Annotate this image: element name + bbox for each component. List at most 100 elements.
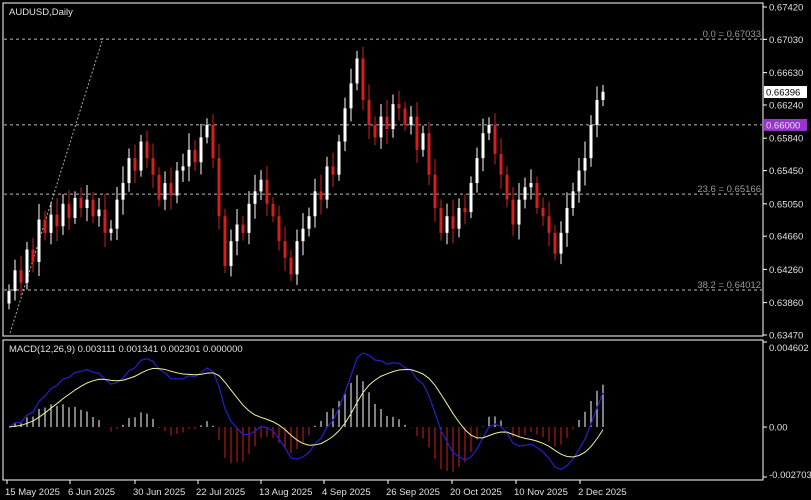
candle-body	[37, 219, 41, 262]
candle-body	[61, 203, 65, 227]
candle-body	[451, 216, 455, 229]
candle-body	[247, 203, 251, 233]
candle-body	[115, 199, 119, 229]
candle-body	[547, 216, 551, 233]
macd-tick-label: 0.00	[769, 423, 788, 434]
main-panel-frame	[2, 2, 764, 337]
candle-body	[535, 183, 539, 208]
candle-body	[91, 199, 95, 217]
candle-body	[319, 191, 323, 200]
level-price-badge	[764, 118, 807, 131]
candle-body	[301, 228, 305, 242]
price-tick-label: 0.66240	[769, 100, 803, 111]
candle-body	[337, 141, 341, 175]
candle-body	[511, 199, 515, 225]
candle-body	[307, 216, 311, 229]
candle-body	[571, 191, 575, 208]
candle-body	[151, 158, 155, 175]
candle-body	[103, 209, 107, 233]
candle-body	[283, 241, 287, 258]
candle-body	[493, 124, 497, 154]
fib-level-label: 23.6 = 0.65166	[697, 184, 761, 195]
candle-body	[559, 232, 563, 254]
price-tick-label: 0.67420	[769, 3, 803, 14]
date-tick-label: 6 Jun 2025	[68, 487, 115, 498]
candle-body	[31, 249, 35, 262]
candle-body	[355, 58, 359, 84]
candle-body	[211, 124, 215, 159]
candle-body	[271, 203, 275, 217]
candle-body	[187, 149, 191, 167]
candle-body	[181, 166, 185, 171]
macd-label: MACD(12,26,9) 0.003111 0.001341 0.002301…	[9, 344, 243, 355]
candle-body	[241, 224, 245, 233]
candle-body	[595, 100, 599, 125]
candle-body	[163, 183, 167, 200]
date-tick-label: 13 Aug 2025	[259, 487, 312, 498]
price-tick-label: 0.64260	[769, 265, 803, 276]
candle-body	[25, 249, 29, 283]
price-tick-label: 0.65050	[769, 199, 803, 210]
candle-body	[79, 197, 83, 208]
candle-body	[235, 224, 239, 242]
candle-body	[73, 197, 77, 218]
candle-body	[577, 170, 581, 192]
candle-body	[55, 214, 59, 227]
candle-body	[523, 187, 527, 200]
candle-body	[343, 108, 347, 142]
date-tick-label: 22 Jul 2025	[196, 487, 245, 498]
candle-body	[43, 219, 47, 233]
candle-body	[265, 179, 269, 204]
candle-body	[415, 116, 419, 150]
macd-tick-label: 0.004602	[769, 343, 809, 354]
candle-body	[583, 158, 587, 171]
candle-body	[175, 170, 179, 196]
date-tick-label: 26 Sep 2025	[386, 487, 440, 498]
candle-body	[361, 58, 365, 101]
price-tick-label: 0.63860	[769, 298, 803, 309]
candle-body	[169, 183, 173, 196]
candle-body	[85, 199, 89, 208]
date-tick-label: 20 Oct 2025	[450, 487, 502, 498]
candle-body	[109, 228, 113, 233]
date-tick-label: 15 May 2025	[5, 487, 60, 498]
candle-body	[529, 183, 533, 188]
signal-line	[8, 367, 604, 458]
fib-level-label: 0.0 = 0.67033	[703, 29, 761, 40]
candle-body	[403, 108, 407, 125]
candle-body	[145, 141, 149, 159]
price-tick-label: 0.66630	[769, 68, 803, 79]
candle-body	[367, 100, 371, 125]
candle-body	[469, 183, 473, 213]
candle-body	[505, 174, 509, 200]
candle-body	[517, 199, 521, 225]
level-price-label: 0.66000	[766, 120, 800, 131]
candle-body	[565, 207, 569, 233]
candle-body	[499, 153, 503, 175]
candle-body	[139, 141, 143, 171]
candle-body	[601, 91, 605, 101]
candle-body	[223, 216, 227, 267]
candle-body	[421, 133, 425, 150]
candle-body	[253, 191, 257, 204]
candle-body	[229, 241, 233, 267]
macd-line	[8, 352, 604, 471]
price-tick-label: 0.65450	[769, 166, 803, 177]
candle-body	[193, 149, 197, 163]
candle-body	[409, 116, 413, 125]
candle-body	[133, 158, 137, 171]
fib-trendline[interactable]	[9, 37, 104, 334]
candle-body	[349, 83, 353, 109]
candle-body	[67, 203, 71, 218]
price-tick-label: 0.65840	[769, 134, 803, 145]
candle-body	[481, 133, 485, 159]
date-tick-label: 10 Nov 2025	[514, 487, 568, 498]
candle-body	[49, 214, 53, 233]
candle-body	[553, 232, 557, 254]
candle-body	[97, 209, 101, 217]
candle-body	[199, 137, 203, 163]
candle-body	[397, 104, 401, 109]
candle-body	[391, 104, 395, 130]
candle-body	[313, 191, 317, 217]
